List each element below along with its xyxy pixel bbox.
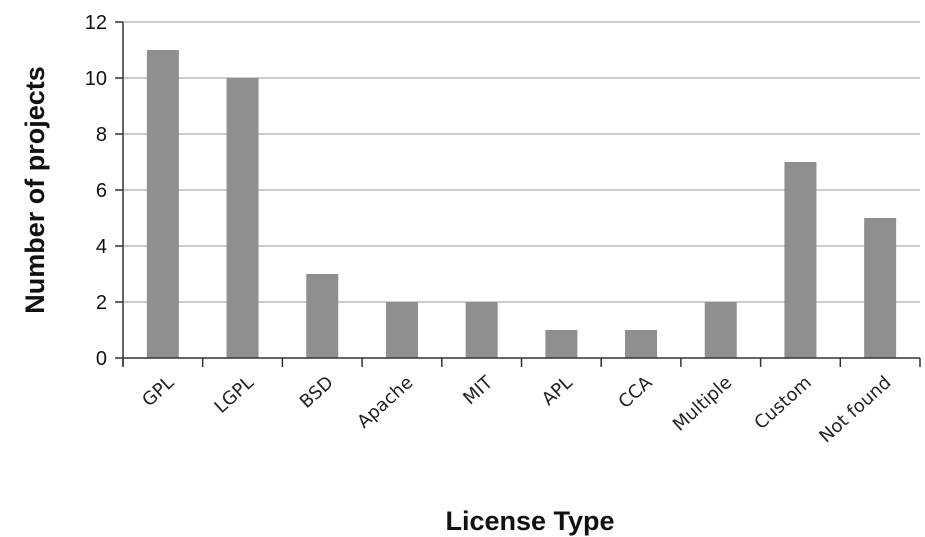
y-tick-labels: 0 2 4 6 8 10 12 <box>85 12 107 370</box>
y-tick-label: 6 <box>96 180 107 202</box>
x-tick-label: CCA <box>615 372 657 413</box>
bar-mit <box>465 302 498 358</box>
x-tick-label: Apache <box>353 372 417 433</box>
bar-apache <box>385 302 418 358</box>
bar-multiple <box>704 302 737 358</box>
bar-apl <box>545 330 578 358</box>
bar-cca <box>625 330 658 358</box>
bar-not-found <box>864 218 897 358</box>
x-tick-labels: GPL LGPL BSD Apache MIT APL CCA Multiple Custom N… <box>138 371 895 447</box>
y-axis-title: Number of projects <box>20 66 50 314</box>
x-tick-label: Not found <box>815 372 895 447</box>
y-tick-label: 8 <box>96 124 107 146</box>
x-tick-label: Custom <box>750 372 815 434</box>
x-tick-label: GPL <box>138 372 178 411</box>
x-tick-label: BSD <box>296 372 338 413</box>
axes <box>115 21 921 367</box>
bar-gpl <box>146 50 179 358</box>
y-tick-label: 4 <box>96 236 107 258</box>
y-tick-label: 0 <box>96 348 107 370</box>
x-tick-label: APL <box>538 372 577 410</box>
bar-bsd <box>306 274 339 358</box>
bar-lgpl <box>226 78 259 358</box>
x-tick-label: Multiple <box>669 372 736 435</box>
x-tick-label: LGPL <box>211 372 258 418</box>
y-tick-label: 12 <box>85 12 107 34</box>
bars <box>146 50 897 358</box>
y-tick-label: 2 <box>96 292 107 314</box>
bar-custom <box>784 162 817 358</box>
y-tick-label: 10 <box>85 68 107 90</box>
x-tick-label: MIT <box>459 371 497 409</box>
x-axis-title: License Type <box>445 506 614 536</box>
